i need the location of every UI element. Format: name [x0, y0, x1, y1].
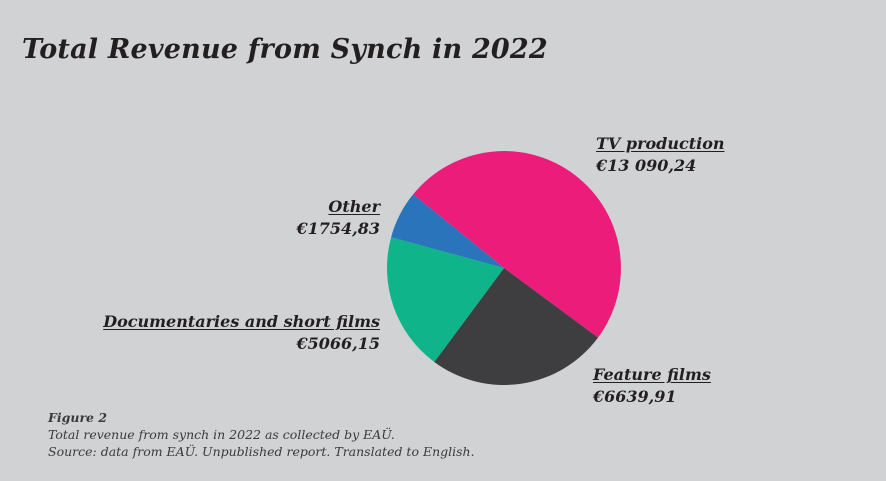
slice-name-tv-production: TV production: [596, 133, 725, 155]
slice-name-feature-films: Feature films: [593, 364, 711, 386]
figure-number: Figure 2: [48, 409, 475, 426]
caption-source: Source: data from EAÜ. Unpublished repor…: [48, 443, 475, 460]
slice-value-documentaries: €5066,15: [103, 333, 380, 355]
label-other: Other €1754,83: [297, 196, 381, 240]
slice-name-other: Other: [297, 196, 381, 218]
slice-value-feature-films: €6639,91: [593, 386, 711, 408]
figure-caption: Figure 2 Total revenue from synch in 202…: [48, 409, 475, 460]
slice-value-other: €1754,83: [297, 218, 381, 240]
caption-description: Total revenue from synch in 2022 as coll…: [48, 426, 475, 443]
slice-value-tv-production: €13 090,24: [596, 155, 725, 177]
label-feature-films: Feature films €6639,91: [593, 364, 711, 408]
label-tv-production: TV production €13 090,24: [596, 133, 725, 177]
label-documentaries: Documentaries and short films €5066,15: [103, 311, 380, 355]
slice-name-documentaries: Documentaries and short films: [103, 311, 380, 333]
